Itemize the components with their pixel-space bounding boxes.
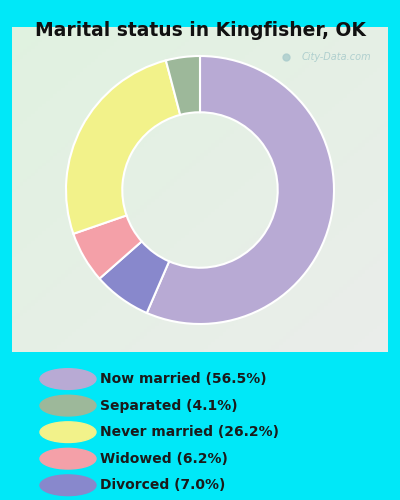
Wedge shape: [147, 56, 334, 324]
Circle shape: [40, 396, 96, 416]
Text: Never married (26.2%): Never married (26.2%): [100, 425, 279, 439]
Circle shape: [40, 368, 96, 390]
Circle shape: [40, 422, 96, 442]
Circle shape: [40, 448, 96, 469]
Text: Separated (4.1%): Separated (4.1%): [100, 398, 238, 412]
Text: Now married (56.5%): Now married (56.5%): [100, 372, 267, 386]
Text: Marital status in Kingfisher, OK: Marital status in Kingfisher, OK: [34, 21, 366, 40]
Circle shape: [40, 475, 96, 496]
Text: Divorced (7.0%): Divorced (7.0%): [100, 478, 225, 492]
Text: City-Data.com: City-Data.com: [302, 52, 371, 62]
Wedge shape: [166, 56, 200, 115]
Wedge shape: [100, 242, 169, 313]
Wedge shape: [66, 60, 180, 234]
Text: Widowed (6.2%): Widowed (6.2%): [100, 452, 228, 466]
Wedge shape: [73, 216, 142, 278]
